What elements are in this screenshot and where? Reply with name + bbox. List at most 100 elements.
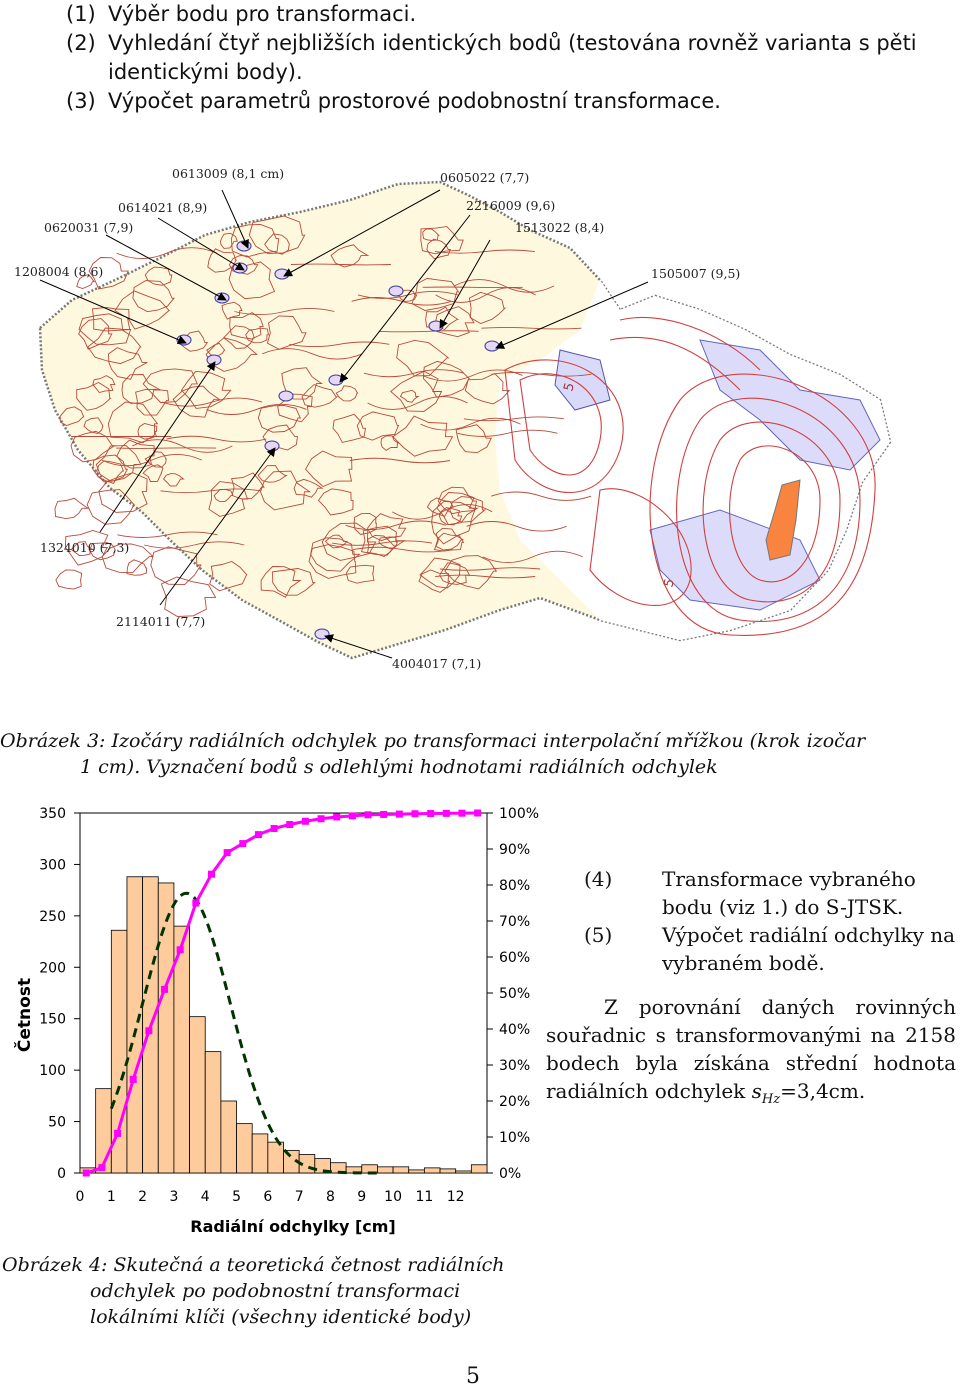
contour-line bbox=[332, 540, 433, 546]
contour-line bbox=[324, 534, 348, 549]
contour-line bbox=[463, 416, 564, 422]
outlier-marker bbox=[236, 240, 252, 252]
contour-line bbox=[70, 430, 117, 463]
map-label: 0613009 (8,1 cm) bbox=[172, 166, 284, 181]
contour-line bbox=[277, 393, 313, 423]
blue-area bbox=[554, 349, 611, 411]
cumulative-point bbox=[427, 810, 435, 818]
contour-line bbox=[444, 555, 498, 590]
map-label: 0614021 (8,9) bbox=[118, 200, 207, 215]
contour-line bbox=[422, 369, 523, 382]
contour-line bbox=[116, 247, 217, 259]
result-paragraph: Z porovnání daných rovinných souřadnic s… bbox=[546, 993, 956, 1114]
contour-line bbox=[101, 543, 155, 574]
contour-line bbox=[436, 492, 479, 526]
contour-line bbox=[262, 424, 299, 451]
outlier-marker bbox=[278, 390, 294, 402]
contour-line bbox=[349, 457, 450, 464]
histogram-bar bbox=[204, 1051, 222, 1174]
contour-line bbox=[116, 439, 155, 469]
x-tick-label: 9 bbox=[357, 1189, 366, 1205]
y-axis-label: Četnost bbox=[13, 978, 35, 1052]
histogram-bar bbox=[236, 1123, 253, 1174]
histogram-bar bbox=[377, 1166, 394, 1174]
y-tick-label: 50 bbox=[48, 1115, 66, 1131]
contour-line bbox=[391, 504, 493, 520]
x-tick-label: 0 bbox=[76, 1189, 85, 1205]
cumulative-point bbox=[364, 811, 372, 819]
contour-line bbox=[206, 403, 307, 415]
caption-line: Obrázek 4: Skutečná a teoretická četnost… bbox=[2, 1254, 505, 1276]
contour-line bbox=[435, 287, 536, 303]
cumulative-point bbox=[317, 815, 325, 823]
outlier-marker bbox=[314, 628, 330, 640]
contour-line bbox=[281, 367, 323, 400]
step-4: (4) Transformace vybraného bodu (viz 1.)… bbox=[584, 865, 956, 921]
page-number: 5 bbox=[466, 1364, 480, 1389]
contour-line bbox=[86, 489, 136, 525]
contour-line bbox=[229, 312, 264, 340]
contour-line bbox=[396, 339, 450, 377]
contour-line bbox=[482, 550, 583, 564]
map-label: 0620031 (7,9) bbox=[44, 220, 133, 235]
step-text: Výpočet radiální odchylky na vybraném bo… bbox=[662, 923, 956, 975]
y2-tick-label: 90% bbox=[499, 842, 530, 858]
histogram-bar bbox=[220, 1100, 237, 1174]
contour-line bbox=[245, 327, 269, 344]
cumulative-point bbox=[176, 946, 184, 954]
cumulative-point bbox=[254, 831, 262, 839]
step-number: (2) bbox=[66, 31, 96, 55]
cumulative-point bbox=[129, 1075, 137, 1083]
x-tick-label: 11 bbox=[415, 1189, 433, 1205]
y2-tick-label: 60% bbox=[499, 950, 530, 966]
right-column-text: (4) Transformace vybraného bodu (viz 1.)… bbox=[546, 865, 956, 1114]
cumulative-point bbox=[114, 1129, 122, 1137]
contour-line bbox=[439, 562, 471, 585]
contour-line bbox=[345, 564, 375, 584]
x-tick-label: 5 bbox=[232, 1189, 241, 1205]
x-tick-label: 8 bbox=[326, 1189, 335, 1205]
outlier-marker bbox=[388, 285, 404, 297]
contour-line bbox=[356, 411, 400, 441]
histogram-bar bbox=[189, 1016, 206, 1174]
cumulative-point bbox=[161, 985, 169, 993]
x-tick-label: 12 bbox=[447, 1189, 465, 1205]
contour-line bbox=[234, 307, 335, 316]
y2-tick-label: 10% bbox=[499, 1130, 530, 1146]
contour-line bbox=[272, 568, 316, 596]
y2-tick-label: 100% bbox=[499, 806, 539, 822]
contour-line bbox=[345, 520, 446, 531]
contour-line bbox=[491, 372, 592, 377]
x-tick-label: 3 bbox=[169, 1189, 178, 1205]
contour-line bbox=[65, 530, 109, 566]
contour-line bbox=[150, 546, 202, 586]
contour-line bbox=[70, 541, 95, 556]
histogram-bar bbox=[408, 1169, 425, 1174]
step-text: Transformace vybraného bodu (viz 1.) do … bbox=[662, 867, 916, 919]
y2-tick-label: 0% bbox=[499, 1166, 521, 1182]
y2-tick-label: 70% bbox=[499, 914, 530, 930]
cumulative-point bbox=[458, 809, 466, 817]
contour-line bbox=[466, 521, 567, 532]
contour-line bbox=[55, 569, 83, 590]
contour-line bbox=[230, 224, 280, 258]
contour-line bbox=[132, 280, 175, 313]
contour-line bbox=[360, 525, 406, 556]
cumulative-point bbox=[348, 812, 356, 820]
contour-line bbox=[231, 472, 265, 500]
contour-line bbox=[305, 450, 353, 488]
cumulative-point bbox=[380, 810, 388, 818]
step-2: (2) Vyhledání čtyř nejbližších identický… bbox=[66, 29, 956, 87]
y-tick-label: 150 bbox=[39, 1012, 66, 1028]
contour-line bbox=[411, 277, 460, 311]
cumulative-point bbox=[82, 1169, 90, 1177]
y2-tick-label: 50% bbox=[499, 986, 530, 1002]
contour-line bbox=[262, 348, 363, 360]
orange-peak bbox=[765, 479, 801, 561]
contour-line bbox=[330, 244, 370, 268]
histogram-bar bbox=[251, 1133, 269, 1174]
histogram-bar bbox=[423, 1167, 441, 1174]
contour-line bbox=[160, 488, 261, 494]
contour-line bbox=[363, 369, 465, 378]
histogram-bar bbox=[126, 876, 144, 1174]
